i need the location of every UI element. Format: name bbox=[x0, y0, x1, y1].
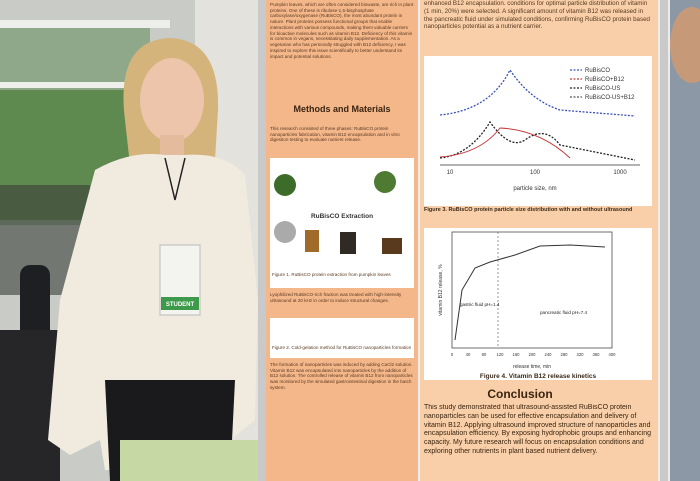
pole bbox=[258, 0, 266, 481]
caption: Figure 2. Cold-gelation method for RuBis… bbox=[272, 345, 412, 350]
legend-label: RuBisCO+B12 bbox=[585, 77, 625, 83]
annotation: pancreatic fluid pH=7.4 bbox=[540, 310, 588, 315]
tick-label: 320 bbox=[577, 352, 585, 357]
methods-heading-box: Methods and Materials bbox=[293, 104, 391, 114]
figure-label: RuBisCO Extraction bbox=[311, 213, 373, 220]
tube-icon bbox=[340, 232, 356, 254]
tick-label: 100 bbox=[530, 170, 541, 176]
window-frame bbox=[0, 82, 150, 88]
x-ticks: 0 40 80 120 160 200 240 280 320 360 400 bbox=[451, 352, 616, 357]
curve bbox=[439, 120, 636, 161]
gastric: gastric fluid pH=1.4 bbox=[460, 302, 500, 307]
x-label: particle size, nm bbox=[513, 186, 556, 192]
face bbox=[140, 58, 204, 142]
curve bbox=[454, 244, 606, 341]
fig3cap: Figure 3. RuBisCO protein particle size … bbox=[424, 207, 633, 213]
ultrasound: Lyophilized RuBisCO-rich fraction was tr… bbox=[270, 292, 402, 303]
plot-frame bbox=[451, 231, 613, 349]
results: enhanced B12 encapsulation. conditions f… bbox=[424, 0, 650, 31]
leaf-icon bbox=[274, 174, 296, 196]
figure4 bbox=[424, 228, 652, 380]
fig1cap: Figure 1. RuBisCO protein extraction fro… bbox=[272, 272, 391, 277]
tube-icon bbox=[305, 230, 319, 252]
intro-text: Pumpkin leaves, which are often consider… bbox=[270, 2, 414, 59]
caption: Figure 1. RuBisCO protein extraction fro… bbox=[272, 272, 391, 277]
tick-label: 80 bbox=[482, 352, 487, 357]
caption: Figure 4. Vitamin B12 release kinetics bbox=[480, 373, 597, 380]
tick-label: 240 bbox=[545, 352, 553, 357]
legend: RuBisCO RuBisCO+B12 RuBisCO-US RuBisCO-US+B… bbox=[570, 68, 635, 101]
formation: The formation of nanoparticles was induc… bbox=[270, 362, 413, 390]
person-face bbox=[670, 7, 700, 83]
heading: Conclusion bbox=[487, 387, 552, 401]
tick-label: 120 bbox=[497, 352, 505, 357]
figure3 bbox=[424, 56, 652, 206]
tick-label: 10 bbox=[447, 170, 454, 176]
conclusion-text: This study demonstrated that ultrasound-… bbox=[424, 404, 652, 455]
figure2 bbox=[270, 318, 414, 358]
y-label: vitamin B12 release, % bbox=[438, 264, 444, 316]
legend-label: RuBisCO-US+B12 bbox=[585, 95, 635, 101]
leaf-icon bbox=[374, 171, 396, 193]
tick-label: 160 bbox=[513, 352, 521, 357]
annotation: gastric fluid pH=1.4 bbox=[460, 302, 500, 307]
formation-text: The formation of nanoparticles was induc… bbox=[270, 362, 413, 390]
curve bbox=[439, 127, 571, 159]
window-frame bbox=[0, 20, 170, 28]
fig2cap: Figure 2. Cold-gelation method for RuBis… bbox=[272, 345, 412, 350]
legend-label: RuBisCO bbox=[585, 68, 610, 74]
tick-label: 0 bbox=[451, 352, 454, 357]
x-ticks: 10 100 1000 bbox=[447, 170, 628, 176]
ultrasound-text: Lyophilized RuBisCO-rich fraction was tr… bbox=[270, 292, 402, 303]
tick-label: 280 bbox=[561, 352, 569, 357]
intro: Pumpkin leaves, which are often consider… bbox=[270, 2, 414, 59]
curve bbox=[439, 68, 636, 117]
heading: Methods and Materials bbox=[293, 104, 391, 114]
caption: Figure 3. RuBisCO protein particle size … bbox=[424, 207, 633, 213]
tick-label: 1000 bbox=[613, 170, 627, 176]
bag bbox=[0, 330, 60, 481]
beaker-icon bbox=[382, 238, 402, 254]
methods: This research consisted of three phases:… bbox=[270, 126, 400, 143]
dish-icon bbox=[274, 221, 296, 243]
conclusion: This study demonstrated that ultrasound-… bbox=[424, 404, 652, 455]
tick-label: 360 bbox=[593, 352, 601, 357]
tick-label: 400 bbox=[609, 352, 617, 357]
lanyard bbox=[164, 157, 186, 201]
pancreatic: pancreatic fluid pH=7.4 bbox=[540, 310, 588, 315]
pole bbox=[660, 0, 668, 481]
legend-label: RuBisCO-US bbox=[585, 86, 620, 92]
methods-text: This research consisted of three phases:… bbox=[270, 126, 400, 143]
tick-label: 200 bbox=[529, 352, 537, 357]
badge-text: STUDENT bbox=[166, 302, 195, 308]
badge-strip bbox=[161, 297, 199, 310]
x-label: release time, min bbox=[513, 364, 551, 370]
tick-label: 40 bbox=[466, 352, 471, 357]
results-text: enhanced B12 encapsulation. conditions f… bbox=[424, 0, 650, 31]
